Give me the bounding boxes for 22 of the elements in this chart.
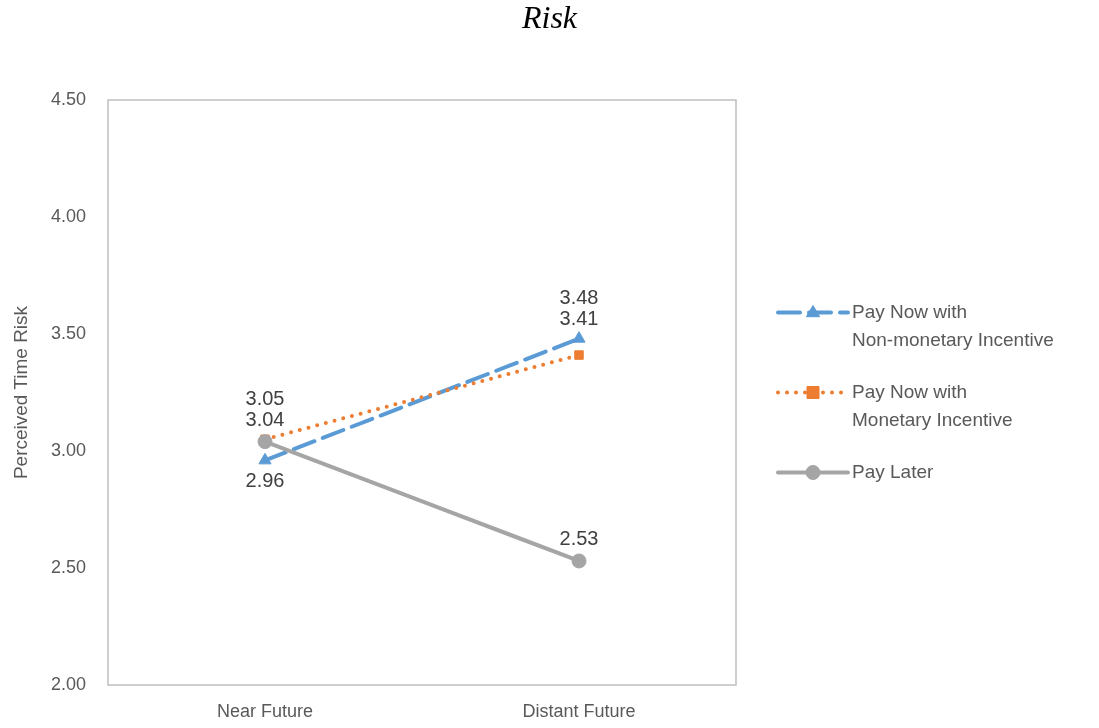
legend-label: Pay Later (852, 460, 934, 482)
chart-title: Risk (520, 0, 578, 36)
point (574, 350, 584, 360)
y-axis-title: Perceived Time Risk (9, 305, 31, 480)
x-tick-label: Distant Future (522, 700, 636, 721)
legend-label: Pay Now with Monetary Incentive (852, 380, 1013, 430)
y-tick-label: 3.50 (50, 322, 86, 343)
y-tick-label: 3.00 (50, 439, 86, 460)
x-tick-label: Near Future (216, 700, 314, 721)
y-tick-label: 4.50 (50, 88, 86, 109)
data-label: 3.04 (245, 408, 285, 431)
y-tick-label: 4.00 (50, 205, 86, 226)
data-label: 2.53 (559, 527, 599, 550)
data-label: 3.48 (559, 286, 599, 309)
data-label: 3.41 (559, 307, 599, 330)
data-label: 2.96 (245, 468, 285, 491)
data-label: 3.05 (245, 387, 285, 410)
legend-label: Pay Now with Non-monetary Incentive (852, 300, 1054, 350)
point (257, 434, 273, 450)
point (571, 553, 587, 569)
y-tick-label: 2.50 (50, 556, 86, 577)
y-tick-label: 2.00 (50, 673, 86, 694)
